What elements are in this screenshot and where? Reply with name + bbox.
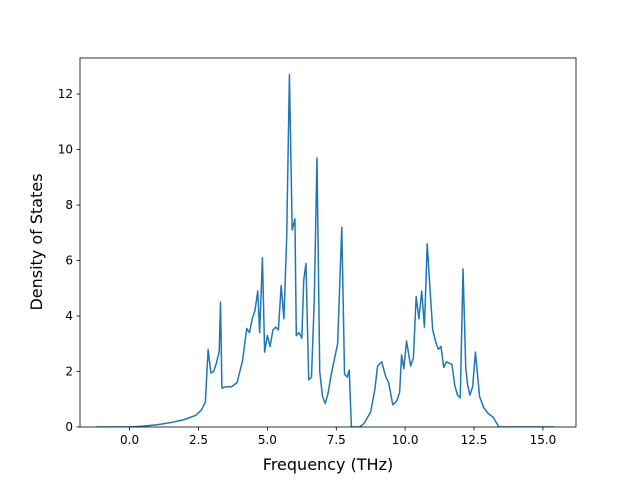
x-tick-label: 5.0	[258, 433, 277, 447]
y-axis-title: Density of States	[27, 173, 46, 310]
x-axis-title: Frequency (THz)	[263, 455, 393, 474]
y-tick-label: 4	[65, 309, 73, 323]
plot-area	[79, 57, 577, 428]
x-tick-label: 7.5	[327, 433, 346, 447]
x-tick-label: 2.5	[189, 433, 208, 447]
x-tick-label: 10.0	[392, 433, 419, 447]
plot-frame	[79, 57, 577, 428]
y-tick-label: 8	[65, 198, 73, 212]
x-tick-label: 15.0	[530, 433, 557, 447]
series-line-0	[96, 73, 554, 427]
y-tick-label: 6	[65, 254, 73, 268]
y-tick-label: 0	[65, 420, 73, 434]
y-tick-label: 10	[58, 143, 73, 157]
y-tick-label: 2	[65, 365, 73, 379]
y-axis-ticks: 0 2 4 6 8 10 12	[58, 87, 80, 434]
x-axis-ticks: 0.0 2.5 5.0 7.5 10.0 12.5 15.0	[120, 427, 556, 447]
y-tick-label: 12	[58, 87, 73, 101]
x-tick-label: 0.0	[120, 433, 139, 447]
x-tick-label: 12.5	[461, 433, 488, 447]
